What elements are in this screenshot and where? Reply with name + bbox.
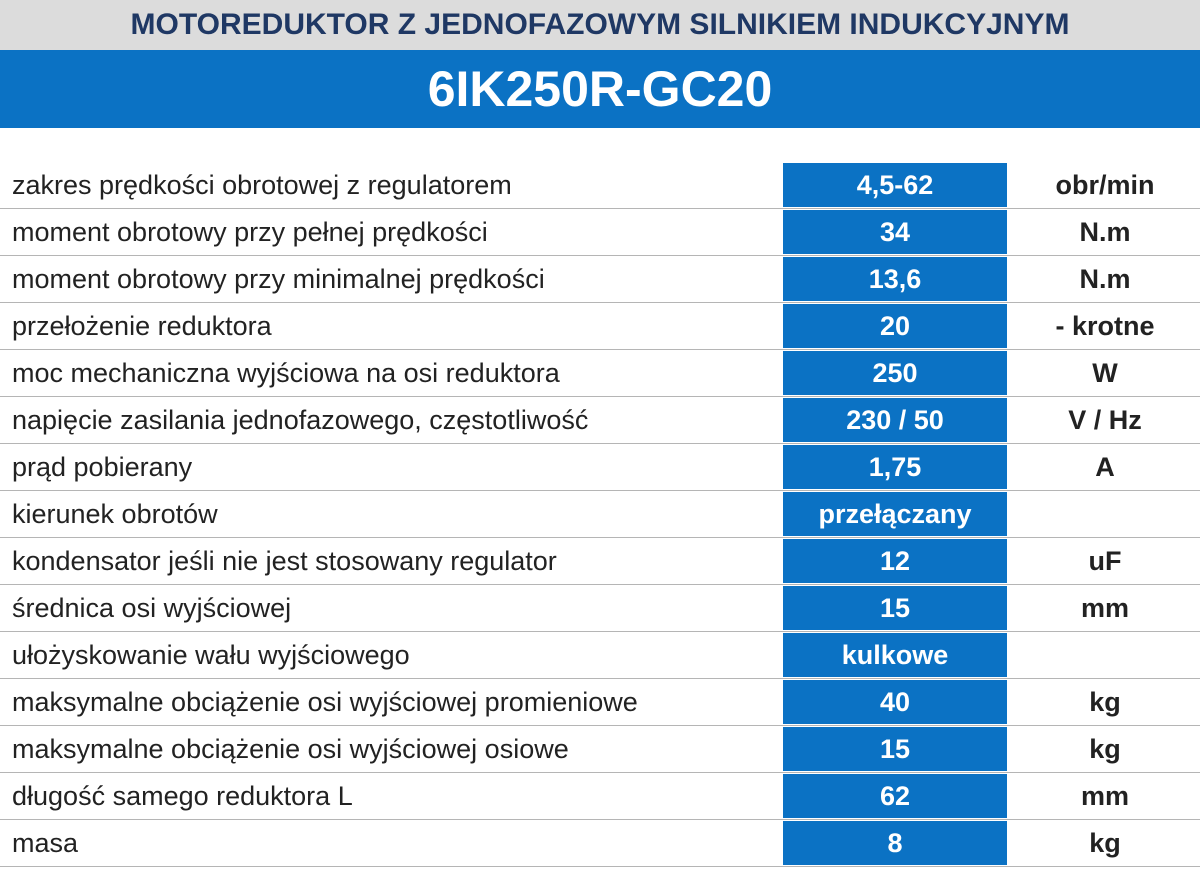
row-label: napięcie zasilania jednofazowego, często… <box>12 405 589 435</box>
row-value: 230 / 50 <box>783 398 1007 442</box>
row-unit: uF <box>1088 546 1122 576</box>
row-unit: A <box>1095 452 1115 482</box>
row-unit: N.m <box>1079 217 1131 247</box>
row-value: 15 <box>783 727 1007 771</box>
table-row: maksymalne obciążenie osi wyjściowej osi… <box>0 726 1200 773</box>
row-label: ułożyskowanie wału wyjściowego <box>12 640 410 670</box>
row-value: przełączany <box>783 492 1007 536</box>
row-value: kulkowe <box>783 633 1007 677</box>
row-value: 15 <box>783 586 1007 630</box>
row-label: prąd pobierany <box>12 452 193 482</box>
row-value: 13,6 <box>783 257 1007 301</box>
table-row: napięcie zasilania jednofazowego, często… <box>0 397 1200 444</box>
row-value: 40 <box>783 680 1007 724</box>
row-value: 1,75 <box>783 445 1007 489</box>
row-label: zakres prędkości obrotowej z regulatorem <box>12 170 512 200</box>
row-value: 250 <box>783 351 1007 395</box>
row-unit: obr/min <box>1055 170 1155 200</box>
row-unit: kg <box>1089 734 1121 764</box>
table-row: zakres prędkości obrotowej z regulatorem… <box>0 162 1200 209</box>
table-row: prąd pobierany 1,75 A <box>0 444 1200 491</box>
row-label: maksymalne obciążenie osi wyjściowej pro… <box>12 687 638 717</box>
row-unit: W <box>1092 358 1118 388</box>
row-unit: kg <box>1089 828 1121 858</box>
row-value: 20 <box>783 304 1007 348</box>
table-row: moc mechaniczna wyjściowa na osi redukto… <box>0 350 1200 397</box>
table-row: długość samego reduktora L 62 mm <box>0 773 1200 820</box>
row-value: 4,5-62 <box>783 163 1007 207</box>
row-label: maksymalne obciążenie osi wyjściowej osi… <box>12 734 569 764</box>
table-row: maksymalne obciążenie osi wyjściowej pro… <box>0 679 1200 726</box>
row-label: długość samego reduktora L <box>12 781 353 811</box>
title: 6IK250R-GC20 <box>0 50 1200 128</box>
table-row: ułożyskowanie wału wyjściowego kulkowe <box>0 632 1200 679</box>
row-value: 34 <box>783 210 1007 254</box>
row-label: moment obrotowy przy pełnej prędkości <box>12 217 488 247</box>
row-label: masa <box>12 828 79 858</box>
row-label: kierunek obrotów <box>12 499 218 529</box>
row-unit: kg <box>1089 687 1121 717</box>
row-unit: V / Hz <box>1068 405 1142 435</box>
table-row: kierunek obrotów przełączany <box>0 491 1200 538</box>
table-row: moment obrotowy przy pełnej prędkości 34 N… <box>0 209 1200 256</box>
row-unit: mm <box>1080 593 1129 623</box>
row-value: 12 <box>783 539 1007 583</box>
row-unit: mm <box>1080 781 1129 811</box>
subtitle: MOTOREDUKTOR Z JEDNOFAZOWYM SILNIKIEM IN… <box>0 0 1200 50</box>
row-label: kondensator jeśli nie jest stosowany reg… <box>12 546 557 576</box>
row-unit: - krotne <box>1055 311 1155 341</box>
row-unit: N.m <box>1079 264 1131 294</box>
row-value: 8 <box>783 821 1007 865</box>
row-value: 62 <box>783 774 1007 818</box>
table-row: średnica osi wyjściowej 15 mm <box>0 585 1200 632</box>
table-row: masa 8 kg <box>0 820 1200 867</box>
row-label: moc mechaniczna wyjściowa na osi redukto… <box>12 358 560 388</box>
row-label: przełożenie reduktora <box>12 311 272 341</box>
row-label: moment obrotowy przy minimalnej prędkośc… <box>12 264 545 294</box>
table-row: przełożenie reduktora 20 - krotne <box>0 303 1200 350</box>
row-label: średnica osi wyjściowej <box>12 593 292 623</box>
table-row: kondensator jeśli nie jest stosowany reg… <box>0 538 1200 585</box>
table-row: moment obrotowy przy minimalnej prędkośc… <box>0 256 1200 303</box>
